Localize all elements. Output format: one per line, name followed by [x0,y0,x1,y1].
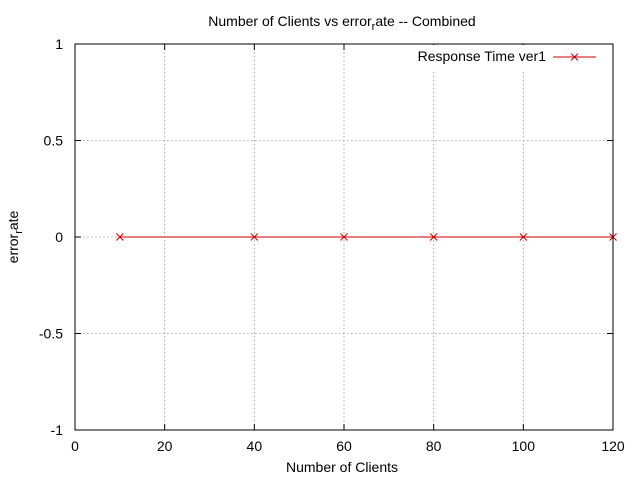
x-tick-label: 80 [426,438,442,454]
y-tick-label: 0 [55,229,63,245]
y-tick-label: 1 [55,36,63,52]
x-tick-label: 0 [71,438,79,454]
data-point-marker [429,233,438,241]
chart-title-main: Number of Clients vs error [208,13,372,29]
data-point-marker [340,233,348,241]
legend-marker-x [570,53,579,61]
x-tick-label: 60 [336,438,352,454]
legend-label: Response Time ver1 [418,48,547,64]
chart-title-rest: ate -- Combined [375,13,475,29]
data-point-marker [115,233,124,241]
axis-ticks: 0 20 40 60 80 100 120 1 0.5 0 -0.5 -1 [39,36,625,454]
legend-marker-glyph [570,53,579,61]
x-tick-label: 20 [157,438,173,454]
y-axis-label-subscript: r [13,230,25,234]
y-tick-label: -1 [51,422,64,438]
y-tick-label: -0.5 [39,326,63,342]
data-point-marker [250,233,259,241]
y-axis-label-rest: ate [5,210,21,230]
chart-title-subscript: r [372,21,376,33]
x-axis-label: Number of Clients [286,459,398,475]
chart-title: Number of Clients vs errorrate -- Combin… [208,13,475,33]
x-tick-label: 40 [247,438,263,454]
y-axis-label-main: error [5,233,21,263]
data-point-marker [519,233,528,241]
y-tick-label: 0.5 [44,133,64,149]
plot-frame [74,43,614,431]
x-tick-label: 120 [601,438,625,454]
x-tick-label: 100 [512,438,536,454]
y-axis-label: errorrate [5,210,25,263]
